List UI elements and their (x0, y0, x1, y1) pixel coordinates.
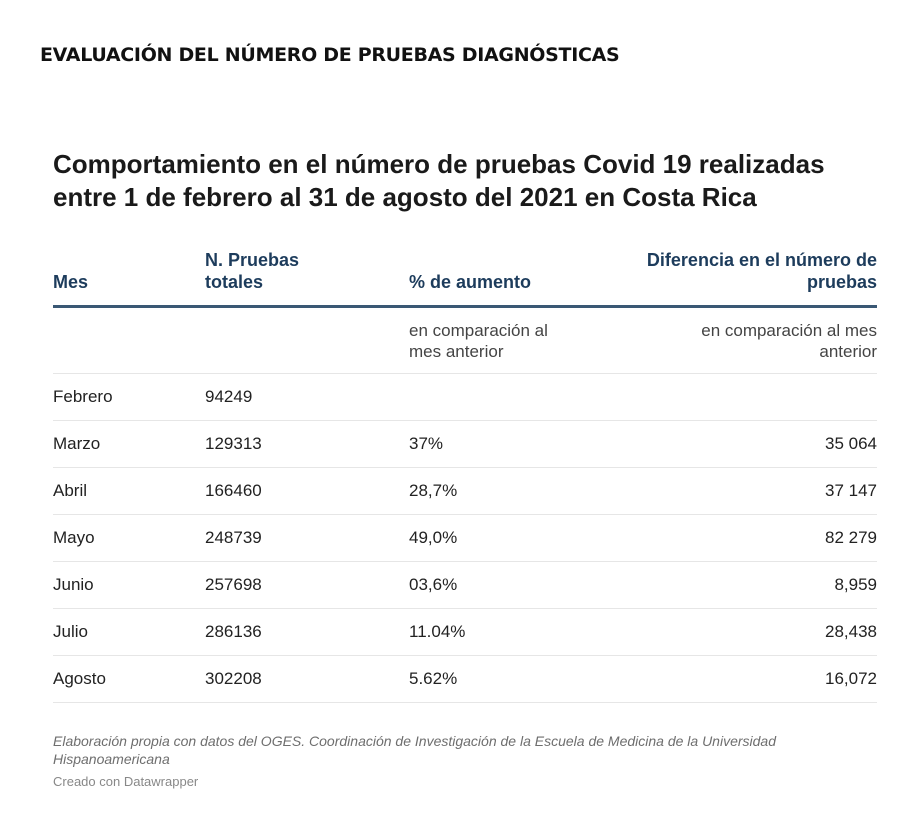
cell-month: Junio (53, 561, 205, 609)
subheader-empty (53, 306, 205, 374)
cell-total-tests: 257698 (205, 561, 409, 609)
table-row: Mayo 248739 49,0% 82 279 (53, 514, 877, 562)
header-total-tests-label: N. Pruebas totales (205, 250, 300, 292)
table-title: Comportamiento en el número de pruebas C… (53, 149, 825, 212)
cell-total-tests: 94249 (205, 373, 409, 421)
cell-percent-increase (409, 373, 617, 421)
header-difference[interactable]: Diferencia en el número de pruebas (617, 249, 877, 308)
cell-difference: 8,959 (617, 561, 877, 609)
cell-total-tests: 129313 (205, 420, 409, 468)
cell-difference: 35 064 (617, 420, 877, 468)
datawrapper-credit[interactable]: Creado con Datawrapper (53, 774, 199, 789)
subheader-percent-label: en comparación al mes anterior (409, 321, 548, 361)
cell-month: Mayo (53, 514, 205, 562)
subheader-row: en comparación al mes anterior en compar… (53, 306, 877, 374)
cell-month: Julio (53, 608, 205, 656)
cell-month: Abril (53, 467, 205, 515)
subheader-percent: en comparación al mes anterior (409, 306, 617, 374)
cell-difference: 37 147 (617, 467, 877, 515)
source-note: Elaboración propia con datos del OGES. C… (53, 733, 776, 767)
page-heading: EVALUACIÓN DEL NÚMERO DE PRUEBAS DIAGNÓS… (40, 44, 620, 66)
subheader-difference: en comparación al mes anterior (617, 306, 877, 374)
cell-total-tests: 166460 (205, 467, 409, 515)
cell-total-tests: 248739 (205, 514, 409, 562)
cell-percent-increase: 49,0% (409, 514, 617, 562)
subheader-difference-label: en comparación al mes anterior (701, 321, 877, 361)
table-row: Febrero 94249 (53, 373, 877, 421)
table-row: Junio 257698 03,6% 8,959 (53, 561, 877, 609)
header-percent-increase[interactable]: % de aumento (409, 249, 617, 308)
table-row: Abril 166460 28,7% 37 147 (53, 467, 877, 515)
table-row: Julio 286136 11.04% 28,438 (53, 608, 877, 656)
cell-month: Febrero (53, 373, 205, 421)
header-month[interactable]: Mes (53, 249, 205, 308)
subheader-empty (205, 306, 409, 374)
cell-total-tests: 286136 (205, 608, 409, 656)
cell-percent-increase: 11.04% (409, 608, 617, 656)
table-row: Marzo 129313 37% 35 064 (53, 420, 877, 468)
cell-percent-increase: 37% (409, 420, 617, 468)
cell-percent-increase: 28,7% (409, 467, 617, 515)
cell-percent-increase: 5.62% (409, 655, 617, 703)
cell-difference: 82 279 (617, 514, 877, 562)
cell-total-tests: 302208 (205, 655, 409, 703)
header-total-tests[interactable]: N. Pruebas totales (205, 249, 409, 308)
header-row: Mes N. Pruebas totales % de aumento Dife… (53, 249, 877, 308)
cell-month: Agosto (53, 655, 205, 703)
cell-percent-increase: 03,6% (409, 561, 617, 609)
data-table: Mes N. Pruebas totales % de aumento Dife… (53, 249, 877, 703)
cell-difference (617, 373, 877, 421)
cell-difference: 28,438 (617, 608, 877, 656)
cell-month: Marzo (53, 420, 205, 468)
cell-difference: 16,072 (617, 655, 877, 703)
header-difference-label: Diferencia en el número de pruebas (646, 250, 877, 292)
table-row: Agosto 302208 5.62% 16,072 (53, 655, 877, 703)
